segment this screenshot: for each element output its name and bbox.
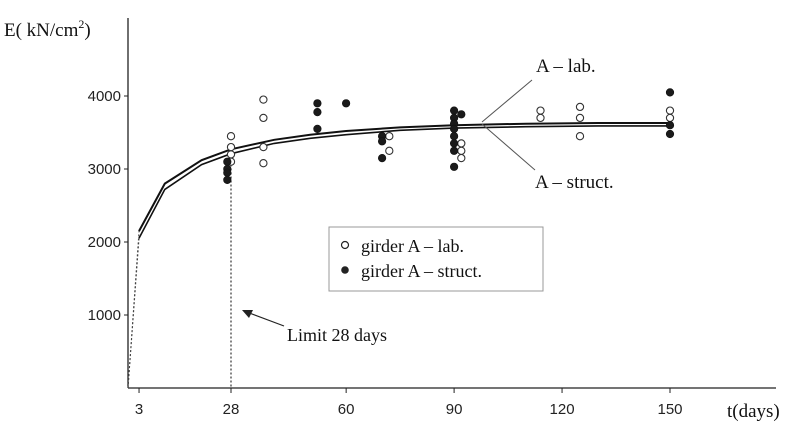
point-struct xyxy=(223,168,232,177)
x-tick-label: 150 xyxy=(657,401,682,418)
point-lab xyxy=(457,146,466,155)
y-tick-label: 4000 xyxy=(88,88,121,105)
point-struct xyxy=(450,139,459,148)
point-lab xyxy=(385,146,394,155)
legend-label-struct: girder A – struct. xyxy=(361,261,482,281)
y-tick-label: 1000 xyxy=(88,307,121,324)
point-struct xyxy=(342,99,351,108)
point-struct xyxy=(313,99,322,108)
point-struct xyxy=(450,132,459,141)
x-tick-label: 28 xyxy=(223,401,240,418)
point-lab xyxy=(575,113,585,123)
point-lab xyxy=(259,142,268,152)
limit-label: Limit 28 days xyxy=(287,325,387,345)
lab-leader-line xyxy=(481,79,533,123)
point-struct xyxy=(450,124,459,133)
point-lab xyxy=(575,132,585,141)
point-lab xyxy=(226,142,236,152)
curve-label-lab: A – lab. xyxy=(536,56,596,77)
point-struct xyxy=(665,88,675,97)
legend-marker-lab xyxy=(340,240,350,250)
point-lab xyxy=(536,106,545,115)
legend-marker-struct xyxy=(341,266,349,274)
point-struct xyxy=(450,162,459,171)
point-lab xyxy=(259,159,268,168)
struct-leader-line xyxy=(481,123,536,171)
y-ticks: 1000 2000 3000 4000 xyxy=(88,88,128,324)
point-struct xyxy=(450,106,459,115)
guide-lines xyxy=(127,148,232,389)
point-lab xyxy=(536,113,545,123)
curve-label-struct: A – struct. xyxy=(535,172,614,193)
point-lab xyxy=(457,139,466,148)
x-axis-title: t(days) xyxy=(727,401,780,422)
point-lab xyxy=(226,150,236,159)
x-tick-label: 60 xyxy=(338,401,355,418)
point-struct xyxy=(378,154,387,163)
y-tick-label: 3000 xyxy=(88,161,121,178)
x-tick-label: 90 xyxy=(446,401,463,418)
point-lab xyxy=(226,132,236,141)
x-tick-label: 3 xyxy=(135,401,143,418)
y-tick-label: 2000 xyxy=(88,234,121,251)
legend: girder A – lab. girder A – struct. xyxy=(328,226,544,292)
legend-box xyxy=(328,226,544,292)
x-tick-label: 120 xyxy=(550,401,575,418)
point-struct xyxy=(450,146,459,155)
point-lab xyxy=(259,95,268,104)
curve-struct xyxy=(138,125,670,239)
point-lab xyxy=(259,113,268,123)
point-lab xyxy=(385,132,394,141)
point-struct xyxy=(313,124,322,133)
point-lab xyxy=(665,113,675,123)
data-points xyxy=(223,88,675,184)
point-lab xyxy=(665,106,675,115)
curve-lab xyxy=(138,122,670,232)
point-struct xyxy=(378,137,387,146)
y-axis-title: E( kN/cm2) xyxy=(4,17,91,41)
point-lab xyxy=(575,102,585,112)
x-ticks: 3 28 60 90 120 150 xyxy=(135,388,683,418)
point-struct xyxy=(665,129,675,139)
point-struct xyxy=(223,157,232,166)
legend-label-lab: girder A – lab. xyxy=(361,236,464,256)
point-struct xyxy=(665,121,675,130)
fit-curves xyxy=(138,122,670,239)
point-lab xyxy=(457,153,466,163)
initial-guide-struct xyxy=(127,238,140,389)
limit-arrowhead xyxy=(242,310,253,318)
point-struct xyxy=(313,107,322,117)
point-struct xyxy=(223,175,232,184)
point-struct xyxy=(457,110,466,119)
